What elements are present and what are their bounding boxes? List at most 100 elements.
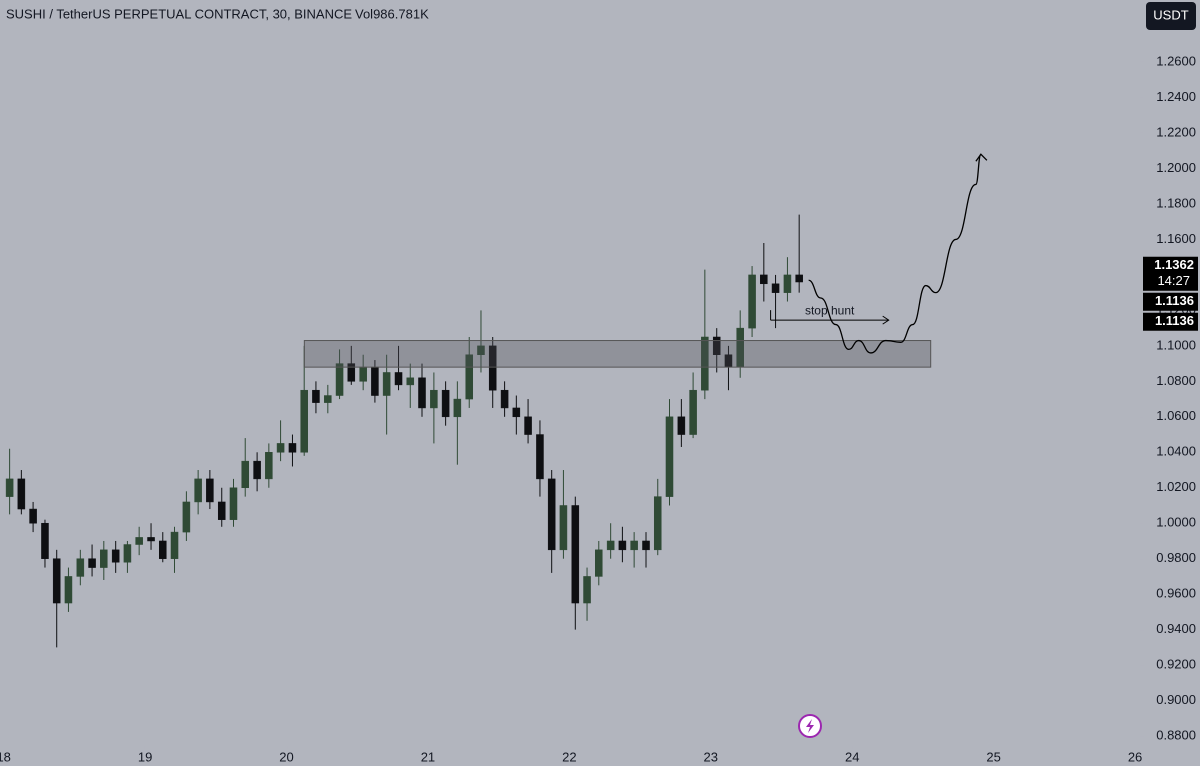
currency-button[interactable]: [1146, 2, 1196, 30]
currency-label: USDT: [1153, 7, 1188, 22]
y-tick-label: 1.2600: [1156, 54, 1196, 69]
y-tick-label: 1.1800: [1156, 195, 1196, 210]
price-tag-label: 1.1362: [1154, 257, 1194, 272]
candle-body: [689, 389, 697, 435]
candle-body: [371, 366, 379, 396]
candle-body: [52, 558, 61, 604]
candle-body: [170, 531, 179, 559]
candle-body: [265, 452, 273, 480]
candle-body: [194, 478, 202, 503]
price-tag: [1143, 256, 1198, 291]
price-tag: [1143, 292, 1198, 311]
candle-body: [771, 283, 780, 293]
projection-arrowhead: [975, 153, 988, 162]
y-tick-label: 0.9600: [1156, 586, 1196, 601]
candle-body: [500, 389, 509, 409]
candle-body: [571, 505, 580, 604]
candle-body: [477, 345, 485, 355]
candle-body: [512, 407, 521, 418]
x-tick-label: 19: [138, 749, 152, 764]
candle-body: [217, 501, 226, 520]
candle-body: [41, 522, 49, 559]
y-tick-label: 0.9400: [1156, 621, 1196, 636]
candle-body: [465, 354, 474, 400]
stop-hunt-arrowhead: [882, 315, 890, 325]
y-tick-label: 1.2000: [1156, 160, 1196, 175]
candle-body: [748, 274, 756, 329]
candle-body: [653, 496, 662, 551]
candle-body: [135, 537, 143, 545]
candle-body: [123, 544, 132, 563]
candle-body: [100, 549, 108, 568]
candle-body: [359, 366, 367, 382]
candle-body: [335, 363, 344, 396]
y-tick-label: 1.0800: [1156, 373, 1196, 388]
y-tick-label: 1.0400: [1156, 444, 1196, 459]
candle-body: [229, 487, 238, 520]
candle-body: [453, 398, 462, 418]
candle-body: [241, 460, 249, 489]
candle-body: [76, 558, 85, 577]
candle-body: [524, 416, 532, 435]
candle-body: [583, 576, 591, 604]
candle-body: [347, 363, 356, 382]
candle-body: [488, 345, 497, 391]
y-tick-label: 0.9200: [1156, 657, 1196, 672]
candle-body: [111, 549, 120, 563]
candle-body: [312, 389, 320, 403]
x-tick-label: 21: [421, 749, 435, 764]
y-tick-label: 0.9800: [1156, 550, 1196, 565]
candle-body: [5, 478, 14, 497]
candle-body: [64, 576, 73, 604]
candle-body: [182, 501, 191, 533]
candle-body: [17, 478, 26, 510]
candle-body: [430, 389, 438, 409]
price-tag-countdown: 14:27: [1157, 273, 1190, 288]
candle-body: [630, 540, 638, 551]
candle-body: [665, 416, 674, 497]
stop-hunt-label: stop hunt: [805, 303, 855, 317]
price-tag-label: 1.1136: [1155, 293, 1194, 308]
x-tick-label: 25: [986, 749, 1000, 764]
candle-body: [783, 274, 792, 293]
candle-body: [147, 537, 155, 542]
y-tick-label: 1.0000: [1156, 515, 1196, 530]
candle-body: [276, 443, 285, 453]
candle-body: [206, 478, 214, 503]
candle-body: [394, 372, 403, 386]
candle-body: [677, 416, 686, 435]
candle-body: [595, 549, 603, 577]
candle-body: [536, 434, 544, 480]
plot-area: stop hunt: [5, 153, 988, 648]
y-tick-label: 1.1600: [1156, 231, 1196, 246]
candle-body: [88, 558, 96, 568]
replay-icon[interactable]: [798, 714, 822, 738]
candle-body: [795, 274, 803, 283]
x-tick-label: 24: [845, 749, 859, 764]
y-tick-label: 1.2400: [1156, 89, 1196, 104]
x-tick-label: 18: [0, 749, 11, 764]
y-tick-label: 1.2200: [1156, 124, 1196, 139]
candle-body: [29, 508, 37, 524]
candle-body: [253, 460, 261, 480]
candle-body: [618, 540, 627, 551]
candle-body: [559, 505, 568, 551]
y-tick-label: 1.0600: [1156, 408, 1196, 423]
candle-body: [712, 336, 721, 355]
candle-body: [701, 336, 709, 391]
candle-body: [418, 377, 426, 409]
projection-path: [808, 153, 982, 354]
candle-body: [441, 389, 450, 418]
y-tick-label: 0.9000: [1156, 692, 1196, 707]
candle-body: [547, 478, 556, 551]
candle-body: [300, 389, 308, 453]
x-tick-label: 23: [704, 749, 718, 764]
x-tick-label: 26: [1128, 749, 1142, 764]
candle-body: [406, 377, 415, 386]
volume-label: Vol986.781K: [355, 6, 429, 21]
y-tick-label: 1.1000: [1156, 337, 1196, 352]
x-tick-label: 22: [562, 749, 576, 764]
candle-body: [382, 372, 391, 396]
